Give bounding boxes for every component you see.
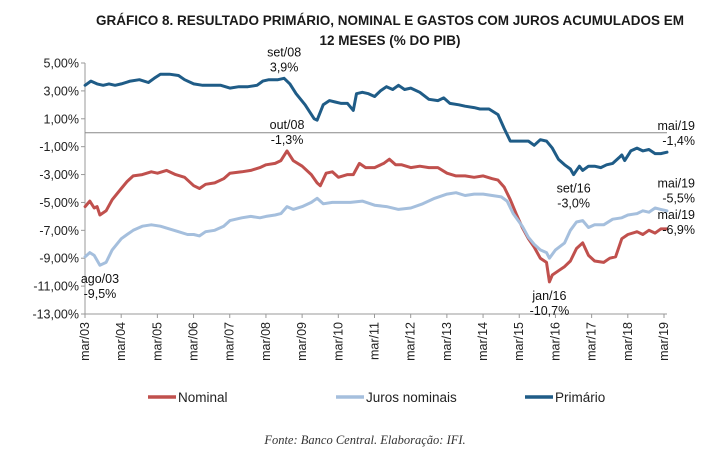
annotation-label: mai/19 <box>657 208 695 222</box>
annotation-label: mai/19 <box>657 119 695 133</box>
legend: Nominal Juros nominais Primário <box>148 390 605 405</box>
legend-label-0: Nominal <box>178 390 228 405</box>
legend-label-1: Juros nominais <box>366 390 457 405</box>
annotation-label: jan/16 <box>531 289 566 303</box>
annotation-label: 3,9% <box>270 60 299 74</box>
x-tick-label: mar/06 <box>187 322 201 361</box>
legend-label-2: Primário <box>555 390 605 405</box>
series-line-2 <box>83 72 669 177</box>
series-line-1 <box>83 191 669 267</box>
y-tick-label: -9,00% <box>39 252 79 266</box>
y-tick-label: -5,00% <box>39 196 79 210</box>
x-tick-label: mar/16 <box>548 322 562 361</box>
chart-title-line2: 12 MESES (% DO PIB) <box>319 33 460 48</box>
x-tick-label: mar/08 <box>259 322 273 361</box>
annotation-label: set/08 <box>267 45 301 59</box>
y-tick-label: 5,00% <box>44 57 79 71</box>
chart-title-line1: GRÁFICO 8. RESULTADO PRIMÁRIO, NOMINAL E… <box>96 13 684 28</box>
x-tick-label: mar/15 <box>512 322 526 361</box>
series-line-0 <box>83 149 669 284</box>
annotation-label: -10,7% <box>530 304 570 318</box>
y-tick-label: -1,00% <box>39 140 79 154</box>
annotation-label: -3,0% <box>557 197 590 211</box>
x-tick-label: mar/11 <box>367 322 381 360</box>
y-tick-label: -3,00% <box>39 168 79 182</box>
annotation-label: -6,9% <box>662 223 695 237</box>
y-tick-label: -7,00% <box>39 224 79 238</box>
y-tick-label: 1,00% <box>44 112 79 126</box>
y-tick-label: 3,00% <box>44 84 79 98</box>
annotation-label: -1,3% <box>271 133 304 147</box>
annotation-label: -9,5% <box>84 287 117 301</box>
y-tick-label: -13,00% <box>32 308 79 322</box>
x-tick-label: mar/03 <box>78 322 92 361</box>
annotation-label: -1,4% <box>662 134 695 148</box>
x-tick-label: mar/04 <box>114 322 128 361</box>
chart-source: Fonte: Banco Central. Elaboração: IFI. <box>263 433 465 447</box>
x-tick-label: mar/09 <box>295 322 309 361</box>
x-tick-label: mar/12 <box>404 322 418 361</box>
x-tick-label: mar/05 <box>150 322 164 361</box>
x-tick-label: mar/14 <box>476 322 490 361</box>
x-tick-label: mar/13 <box>440 322 454 361</box>
plot-area: 5,00% 3,00% 1,00% -1,00% -3,00% -5,00% -7,00% -… <box>32 57 671 361</box>
x-tick-label: mar/17 <box>585 322 599 361</box>
annotation-label: set/16 <box>557 182 591 196</box>
x-tick-label: mar/07 <box>223 322 237 361</box>
y-tick-label: -11,00% <box>33 280 79 294</box>
annotation-label: out/08 <box>270 118 305 132</box>
x-tick-label: mar/18 <box>621 322 635 361</box>
x-tick-label: mar/19 <box>657 322 671 361</box>
annotation-label: ago/03 <box>81 272 119 286</box>
annotation-label: -5,5% <box>662 191 695 205</box>
annotations: set/083,9% out/08-1,3% ago/03-9,5% set/16-3… <box>81 45 695 318</box>
x-tick-label: mar/10 <box>331 322 345 361</box>
annotation-label: mai/19 <box>657 176 695 190</box>
